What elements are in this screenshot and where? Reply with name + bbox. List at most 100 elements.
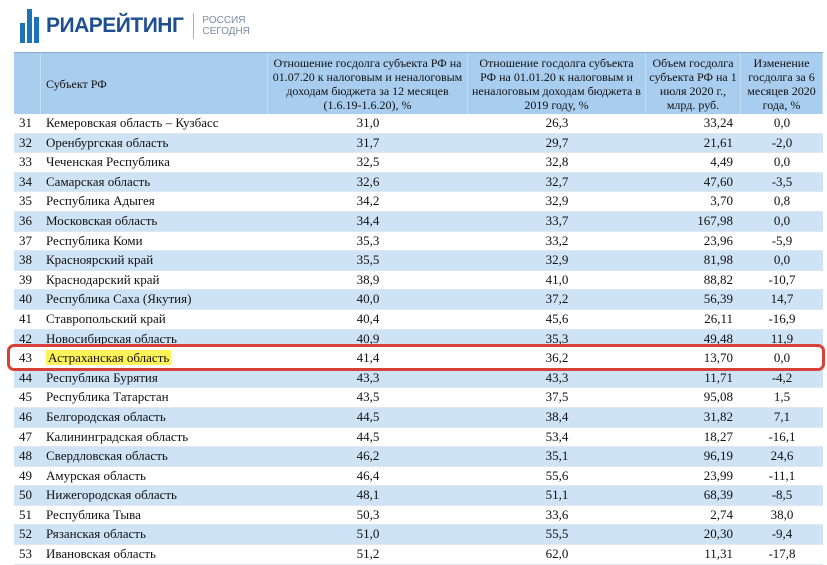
row-num: 31 bbox=[19, 115, 32, 130]
row-region: Республика Адыгея bbox=[46, 193, 155, 209]
row-col-b: 55,6 bbox=[545, 467, 569, 483]
row-col-d: -5,9 bbox=[771, 232, 793, 248]
row-region: Ставропольский край bbox=[46, 310, 166, 326]
row-col-c: 31,82 bbox=[703, 408, 733, 424]
row-region: Кемеровская область – Кузбасс bbox=[46, 115, 219, 130]
table-row: 48 Свердловская область 46,2 35,1 96,19 24,6 bbox=[14, 447, 823, 467]
hl-name-marker: Астраханская область bbox=[46, 350, 172, 366]
row-col-b: 32,8 bbox=[545, 154, 569, 170]
row-col-b: 32,9 bbox=[545, 252, 569, 268]
row-region: Республика Бурятия bbox=[46, 369, 158, 385]
row-region: Красноярский край bbox=[46, 252, 154, 268]
logo-brand: РИАРЕЙТИНГ bbox=[46, 14, 184, 37]
row-col-c: 4,49 bbox=[710, 154, 733, 170]
row-col-d: 38,0 bbox=[770, 506, 794, 522]
row-region: Рязанская область bbox=[46, 526, 146, 542]
row-col-a: 43,3 bbox=[356, 369, 380, 385]
row-num: 53 bbox=[19, 546, 32, 562]
logo-bars-icon bbox=[20, 9, 42, 43]
row-col-b: 26,3 bbox=[545, 115, 569, 130]
row-col-a: 38,9 bbox=[356, 271, 380, 287]
ria-rating-logo: РИАРЕЙТИНГ РОССИЯ СЕГОДНЯ bbox=[20, 6, 250, 46]
row-col-a: 35,5 bbox=[356, 252, 380, 268]
table-row: 31 Кемеровская область – Кузбасс 31,0 26,3 3… bbox=[14, 114, 823, 134]
row-col-a: 34,2 bbox=[356, 193, 380, 209]
row-col-b: 41,0 bbox=[545, 271, 569, 287]
row-num: 34 bbox=[19, 173, 32, 189]
row-col-c: 26,11 bbox=[704, 310, 733, 326]
row-col-c: 68,39 bbox=[703, 487, 733, 503]
header-debt-ratio-2019: Отношение госдолга субъекта РФ на 01.01.… bbox=[468, 53, 646, 114]
row-region: Калининградская область bbox=[46, 428, 189, 444]
row-col-c: 47,60 bbox=[703, 173, 733, 189]
row-col-d: -17,8 bbox=[768, 546, 796, 562]
row-col-c: 167,98 bbox=[697, 212, 733, 228]
row-col-d: 7,1 bbox=[773, 408, 791, 424]
row-num: 51 bbox=[19, 506, 32, 522]
row-region: Республика Саха (Якутия) bbox=[46, 291, 192, 307]
table-row: 34 Самарская область 32,6 32,7 47,60 -3,5 bbox=[14, 172, 823, 193]
row-num: 44 bbox=[19, 369, 32, 385]
row-col-b: 37,2 bbox=[545, 291, 569, 307]
row-col-a: 48,1 bbox=[356, 487, 380, 503]
row-col-d: 11,9 bbox=[770, 330, 794, 346]
row-col-c: 11,71 bbox=[704, 369, 733, 385]
row-col-b: 35,3 bbox=[545, 330, 569, 346]
row-num: 48 bbox=[19, 448, 32, 464]
row-col-c: 3,70 bbox=[710, 193, 733, 209]
row-col-b: 33,6 bbox=[545, 506, 569, 522]
row-region: Республика Татарстан bbox=[46, 389, 169, 405]
table-header: Субъект РФ Отношение госдолга субъекта Р… bbox=[14, 52, 823, 114]
row-col-b: 32,7 bbox=[545, 173, 569, 189]
logo-subtitle: РОССИЯ СЕГОДНЯ bbox=[202, 15, 250, 37]
row-col-b: 37,5 bbox=[545, 389, 569, 405]
table-row: 52 Рязанская область 51,0 55,5 20,30 -9,4 bbox=[14, 525, 823, 546]
row-col-a: 34,4 bbox=[356, 212, 380, 228]
row-col-b: 53,4 bbox=[545, 428, 569, 444]
row-col-b: 43,3 bbox=[545, 369, 569, 385]
row-col-d: -4,2 bbox=[771, 369, 793, 385]
table-row: 53 Ивановская область 51,2 62,0 11,31 -17,8 bbox=[14, 545, 823, 565]
table-row: 36 Московская область 34,4 33,7 167,98 0,0 bbox=[14, 211, 823, 232]
row-region: Республика Коми bbox=[46, 232, 143, 248]
row-num: 46 bbox=[19, 408, 32, 424]
row-col-d: 24,6 bbox=[770, 448, 794, 464]
row-region: Белгородская область bbox=[46, 408, 166, 424]
row-num: 49 bbox=[19, 467, 32, 483]
row-col-c: 81,98 bbox=[703, 252, 733, 268]
row-region: Амурская область bbox=[46, 467, 146, 483]
hl-col-c: 13,70 bbox=[703, 350, 733, 366]
row-col-a: 44,5 bbox=[356, 428, 380, 444]
table-row: 51 Республика Тыва 50,3 33,6 2,74 38,0 bbox=[14, 505, 823, 526]
row-col-c: 23,96 bbox=[703, 232, 733, 248]
row-col-a: 44,5 bbox=[356, 408, 380, 424]
row-col-d: 14,7 bbox=[770, 291, 794, 307]
row-region: Ивановская область bbox=[46, 546, 156, 562]
row-col-d: 0,0 bbox=[773, 115, 791, 130]
row-num: 42 bbox=[19, 330, 32, 346]
header-debt-volume: Объем госдолга субъекта РФ на 1 июля 202… bbox=[646, 53, 741, 114]
row-col-c: 49,48 bbox=[703, 330, 733, 346]
row-col-b: 29,7 bbox=[545, 134, 569, 150]
row-col-a: 51,0 bbox=[356, 526, 380, 542]
row-region: Краснодарский край bbox=[46, 271, 160, 287]
row-col-b: 45,6 bbox=[545, 310, 569, 326]
row-col-b: 35,1 bbox=[545, 448, 569, 464]
table-row: 35 Республика Адыгея 34,2 32,9 3,70 0,8 bbox=[14, 192, 823, 212]
row-col-b: 62,0 bbox=[545, 546, 569, 562]
row-col-a: 31,0 bbox=[356, 115, 380, 130]
row-col-a: 40,0 bbox=[356, 291, 380, 307]
row-num: 47 bbox=[19, 428, 32, 444]
hl-col-d: 0,0 bbox=[773, 350, 791, 366]
row-col-b: 38,4 bbox=[545, 408, 569, 424]
row-col-a: 43,5 bbox=[356, 389, 380, 405]
row-col-d: 0,0 bbox=[773, 212, 791, 228]
hl-name: Астраханская область bbox=[41, 349, 268, 367]
row-num: 36 bbox=[19, 212, 32, 228]
row-col-c: 18,27 bbox=[703, 428, 733, 444]
row-col-d: -9,4 bbox=[771, 526, 793, 542]
row-region: Московская область bbox=[46, 212, 158, 228]
row-col-b: 32,9 bbox=[545, 193, 569, 209]
table-body: 31 Кемеровская область – Кузбасс 31,0 26,3 3… bbox=[14, 114, 823, 565]
row-num: 50 bbox=[19, 487, 32, 503]
